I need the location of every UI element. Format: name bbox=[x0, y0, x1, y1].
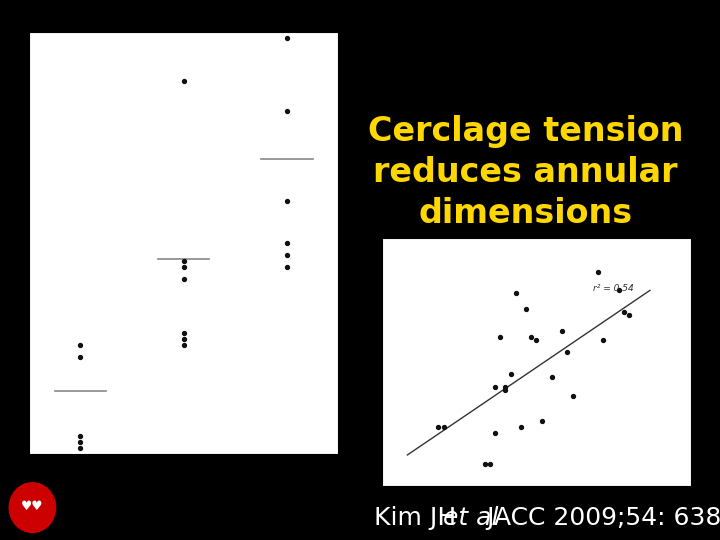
Text: ♥♥: ♥♥ bbox=[21, 500, 44, 513]
Point bbox=[536, 416, 547, 425]
Point bbox=[510, 289, 521, 298]
Point bbox=[515, 423, 526, 431]
Point bbox=[75, 431, 86, 440]
Point bbox=[557, 326, 568, 335]
Y-axis label: Septal-Lateral Shortening (%): Septal-Lateral Shortening (%) bbox=[0, 180, 4, 306]
Point bbox=[613, 286, 625, 295]
Point bbox=[546, 373, 558, 382]
Point bbox=[521, 305, 532, 313]
Point bbox=[178, 76, 189, 85]
Text: p<0.01: p<0.01 bbox=[217, 514, 253, 524]
Point bbox=[178, 256, 189, 265]
Point bbox=[495, 333, 506, 341]
Point bbox=[75, 341, 86, 349]
Point bbox=[281, 197, 292, 205]
Point bbox=[505, 370, 516, 379]
Circle shape bbox=[9, 483, 55, 532]
Text: r² = 0.54: r² = 0.54 bbox=[593, 285, 634, 293]
Text: Cerclage tension
reduces annular
dimensions: Cerclage tension reduces annular dimensi… bbox=[368, 116, 683, 230]
Point bbox=[618, 308, 630, 316]
Point bbox=[178, 335, 189, 343]
Point bbox=[281, 34, 292, 43]
Point bbox=[75, 443, 86, 452]
Point bbox=[490, 382, 501, 391]
Point bbox=[484, 460, 495, 469]
Point bbox=[75, 437, 86, 446]
Point bbox=[438, 423, 449, 431]
Point bbox=[178, 341, 189, 349]
X-axis label: Reduction in cerclage diameter (%): Reduction in cerclage diameter (%) bbox=[446, 508, 626, 516]
Point bbox=[281, 106, 292, 115]
Point bbox=[593, 267, 604, 276]
X-axis label: Tension: Tension bbox=[160, 484, 207, 495]
Point bbox=[526, 333, 537, 341]
Point bbox=[624, 311, 635, 320]
Text: JACC 2009;54: 638: JACC 2009;54: 638 bbox=[479, 507, 720, 530]
Point bbox=[178, 275, 189, 284]
Point bbox=[500, 382, 511, 391]
Point bbox=[281, 239, 292, 247]
Point bbox=[178, 263, 189, 272]
Text: p<0.01: p<0.01 bbox=[114, 514, 150, 524]
Point bbox=[479, 460, 490, 469]
Point bbox=[75, 353, 86, 362]
Point bbox=[281, 263, 292, 272]
Point bbox=[567, 392, 578, 400]
Y-axis label: Septal-lateral shortening (%): Septal-lateral shortening (%) bbox=[349, 306, 359, 417]
Text: et al: et al bbox=[443, 507, 498, 530]
Point bbox=[490, 429, 501, 437]
Text: Kim JH: Kim JH bbox=[374, 507, 464, 530]
Point bbox=[562, 348, 573, 357]
Point bbox=[531, 336, 542, 345]
Point bbox=[178, 329, 189, 338]
Point bbox=[433, 423, 444, 431]
Point bbox=[500, 386, 511, 394]
Point bbox=[281, 251, 292, 259]
Point bbox=[598, 336, 609, 345]
